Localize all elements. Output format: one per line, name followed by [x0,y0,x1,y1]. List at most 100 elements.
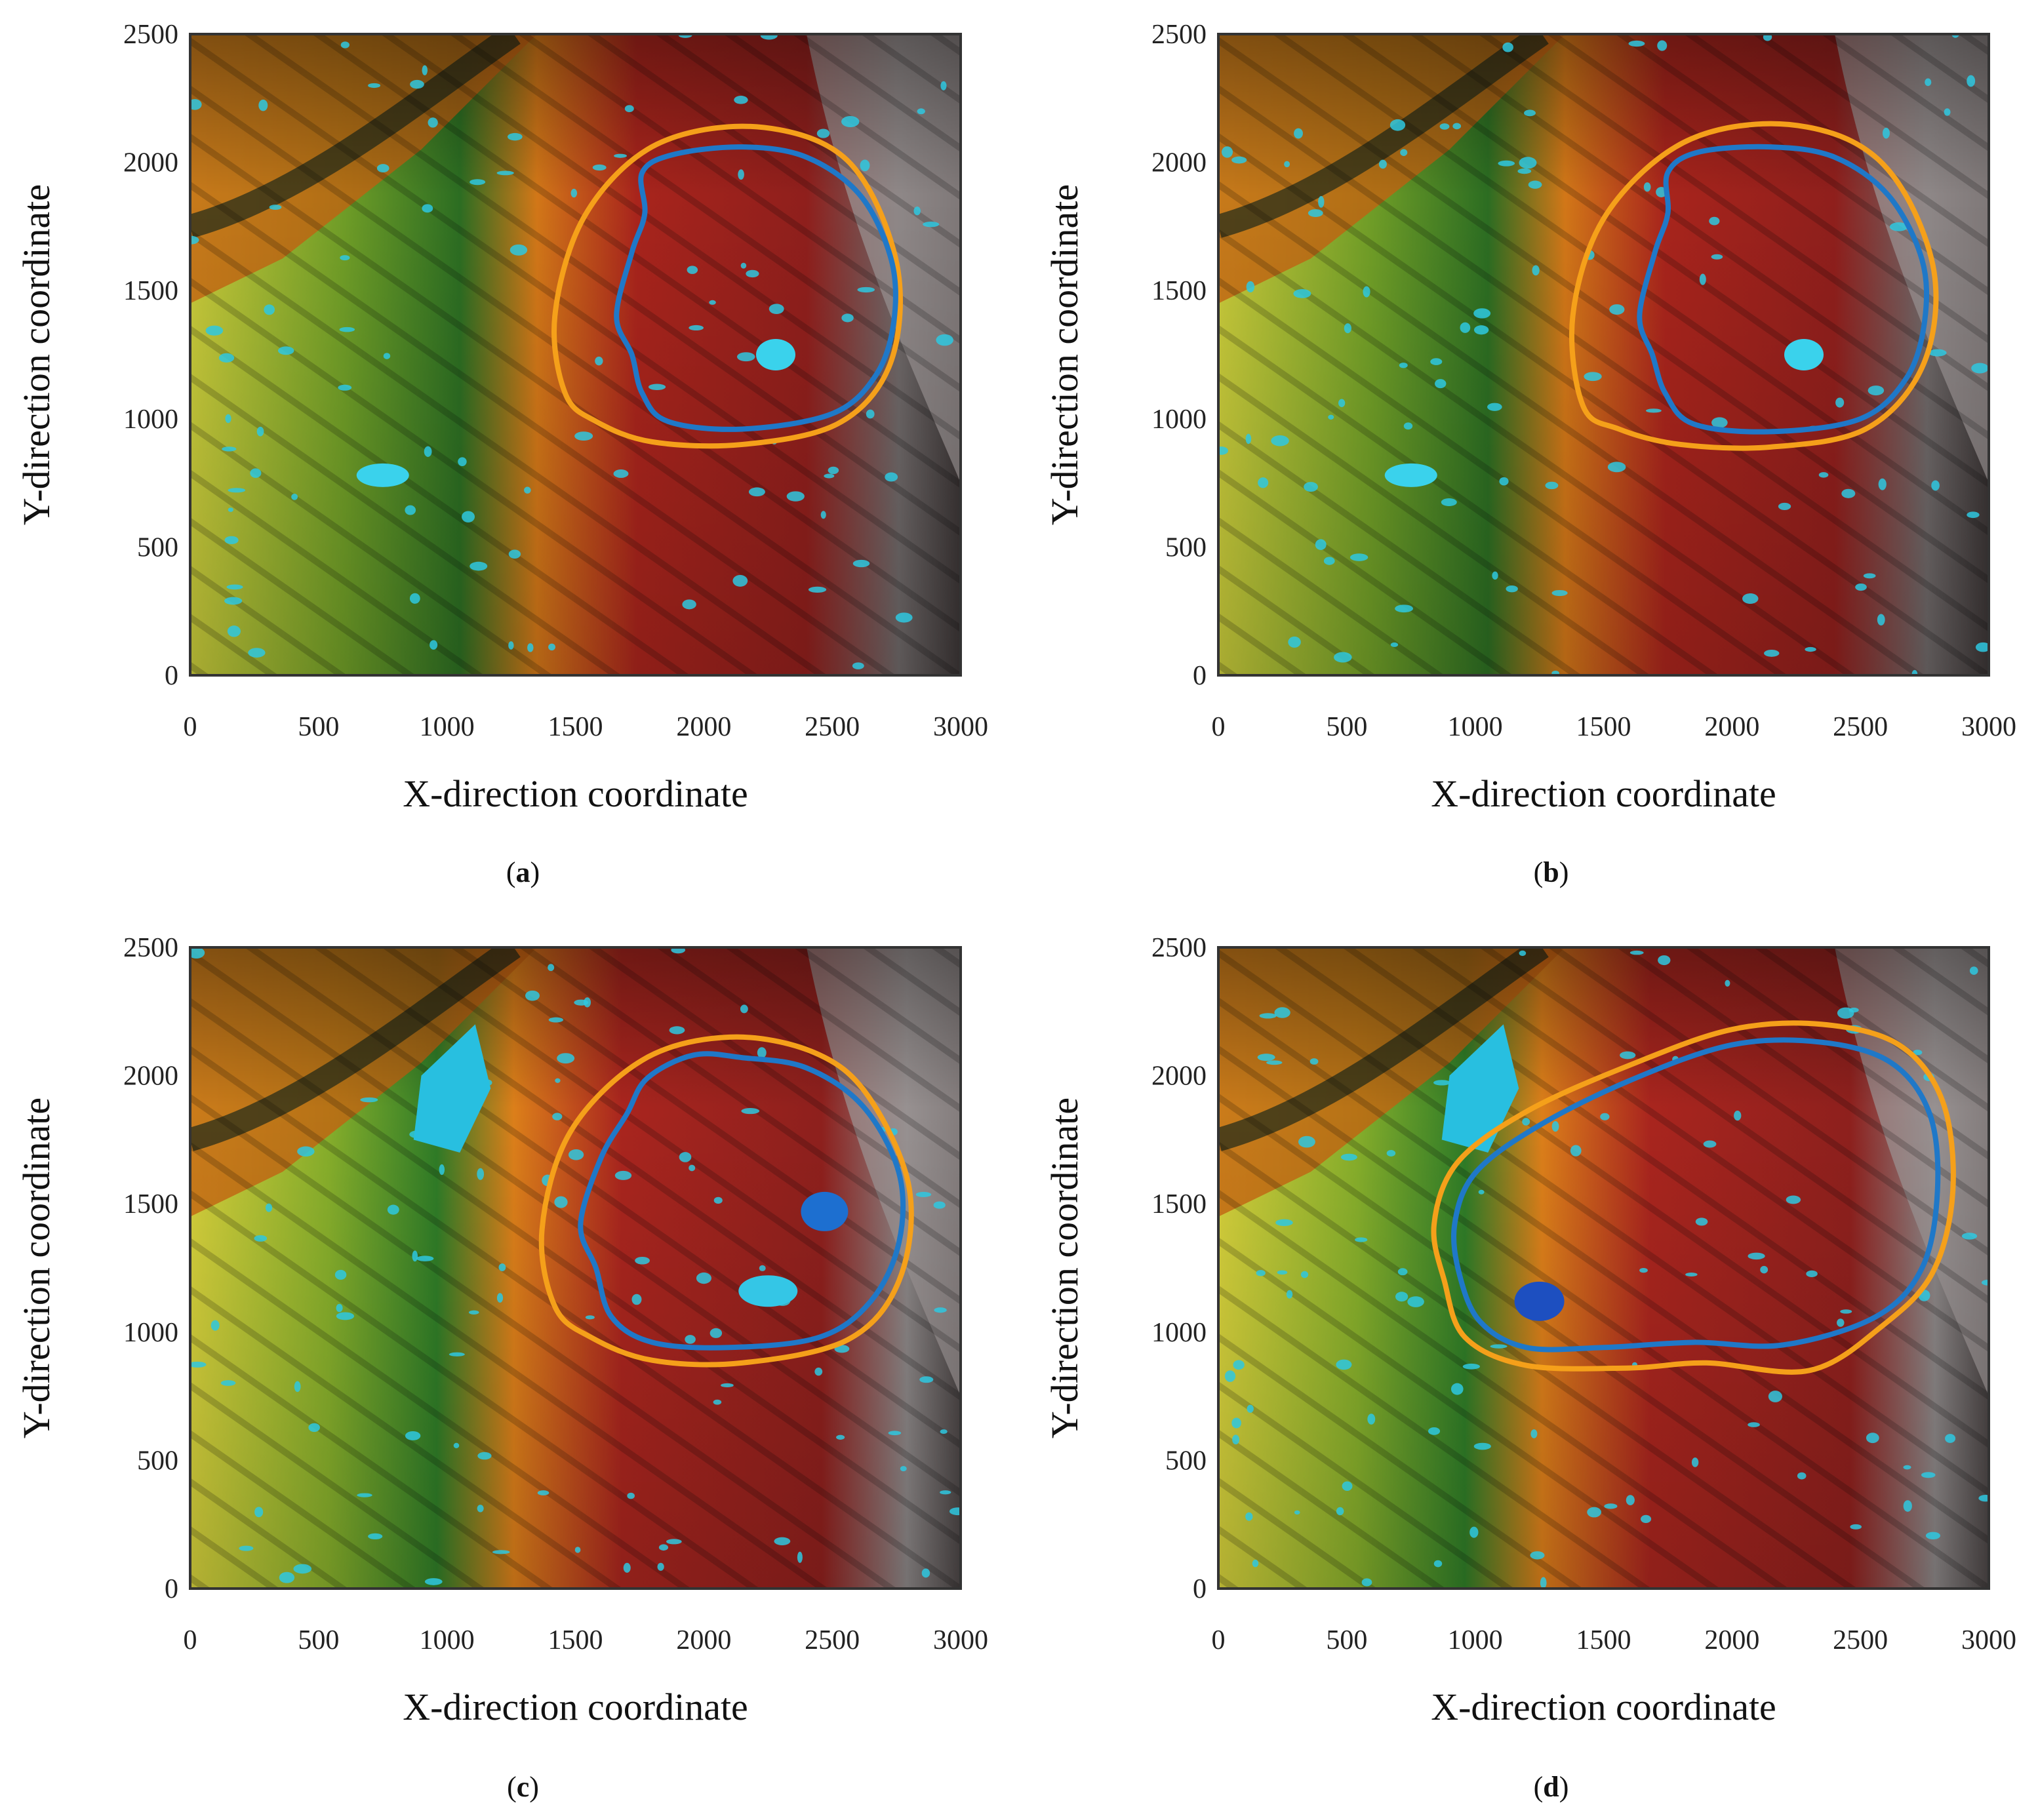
low-value-patch [1257,1054,1275,1061]
low-value-patch [836,1434,845,1440]
low-value-patch [498,1263,506,1272]
low-value-patch [1764,650,1780,657]
low-value-patch [527,643,534,652]
low-value-patch [584,997,591,1008]
low-value-patch [410,79,424,89]
low-value-patch [1903,1465,1911,1470]
low-value-patch [477,1452,492,1460]
low-value-patch [915,1191,932,1197]
low-value-patch [1224,1370,1236,1382]
low-value-patch [1452,123,1462,130]
low-value-patch [439,1164,445,1176]
low-value-patch [1487,403,1502,411]
low-value-patch [228,507,233,512]
low-value-patch [190,947,205,959]
low-value-patch [1866,1433,1879,1444]
low-value-patch [657,1562,664,1571]
low-value-patch [1604,1503,1618,1509]
low-value-patch [496,170,514,176]
low-value-patch [797,1551,803,1563]
low-value-patch [1658,955,1671,966]
low-value-patch [658,1544,669,1551]
low-value-patch [740,1004,748,1014]
low-value-patch [1551,1120,1559,1132]
low-value-patch [1524,109,1536,117]
low-value-patch [936,334,953,346]
low-value-patch [1378,159,1387,169]
low-value-patch [900,1466,907,1472]
low-value-patch [689,325,704,331]
low-value-patch [1298,1136,1315,1148]
low-value-patch [548,1017,564,1023]
x-tick-label: 3000 [1961,712,2016,742]
low-value-patch [340,41,350,49]
inner-contour-blue [614,144,898,432]
low-value-patch [509,244,528,256]
y-axis-title: Y-direction coordinate [1043,1098,1086,1438]
x-axis-title: X-direction coordinate [403,772,748,815]
chart-panel-d: 0 500 1000 1500 2000 2500 3000 0 500 1000 1500 2000… [1043,933,2016,1803]
low-value-patch [679,1152,692,1162]
low-value-patch [376,164,390,173]
low-value-patch [760,34,778,40]
low-value-patch [1975,642,1989,652]
low-value-patch [1275,1219,1293,1227]
low-value-patch [713,1197,723,1204]
low-value-patch [1748,1422,1760,1427]
low-value-pool [413,1024,491,1153]
low-value-patch [1540,1577,1547,1589]
low-value-patch [1233,1360,1245,1370]
x-tick-label: 1500 [548,712,603,742]
low-value-patch [1428,1427,1441,1435]
x-tick-label: 3000 [933,1625,988,1655]
low-value-patch [1835,397,1845,408]
low-value-patch [852,662,864,669]
low-value-patch [265,1203,273,1212]
low-value-patch [1433,1080,1450,1086]
x-tick-label: 0 [184,712,197,742]
low-value-patch [537,1490,549,1495]
low-value-patch [1460,322,1471,333]
low-value-patch [1336,1359,1352,1370]
low-value-patch [841,313,854,323]
low-value-patch [405,1431,421,1440]
low-value-patch [1247,1404,1254,1413]
low-value-patch [1768,1391,1782,1402]
low-value-patch [888,1431,902,1436]
low-value-patch [462,511,475,523]
outer-contour-orange [551,123,903,449]
low-value-patch [1841,488,1856,498]
low-value-patch [627,1492,635,1499]
low-value-patch [1639,1267,1648,1273]
low-value-patch [254,1507,264,1518]
depression-blue [801,1191,849,1231]
heatmap-surface [190,34,961,675]
y-tick-label: 500 [137,1446,178,1476]
low-value-patch [852,559,870,568]
low-value-patch [1246,281,1255,293]
y-tick-label: 1500 [1151,1189,1207,1219]
low-value-patch [786,491,805,502]
low-value-patch [1274,1007,1290,1018]
low-value-patch [496,1293,504,1303]
low-value-patch [648,384,666,391]
plot-frame [1217,946,1990,1590]
low-value-patch [1435,379,1447,389]
low-value-patch [774,1537,791,1545]
low-value-patch [1478,1189,1485,1195]
low-value-patch [895,612,913,623]
low-value-patch [828,466,839,475]
low-value-patch [1258,477,1269,488]
outer-contour-orange [538,1034,914,1368]
x-tick-label: 1000 [420,712,475,742]
low-value-patch [1734,1111,1742,1121]
low-value-patch [1641,1514,1652,1524]
low-value-patch [1903,1500,1912,1512]
low-value-patch [225,414,231,424]
low-value-patch [1967,75,1976,87]
low-value-patch [338,384,352,391]
low-value-patch [741,1108,760,1115]
low-value-patch [1805,646,1816,652]
low-value-patch [824,473,835,479]
outer-contour-orange [1431,1020,1956,1375]
